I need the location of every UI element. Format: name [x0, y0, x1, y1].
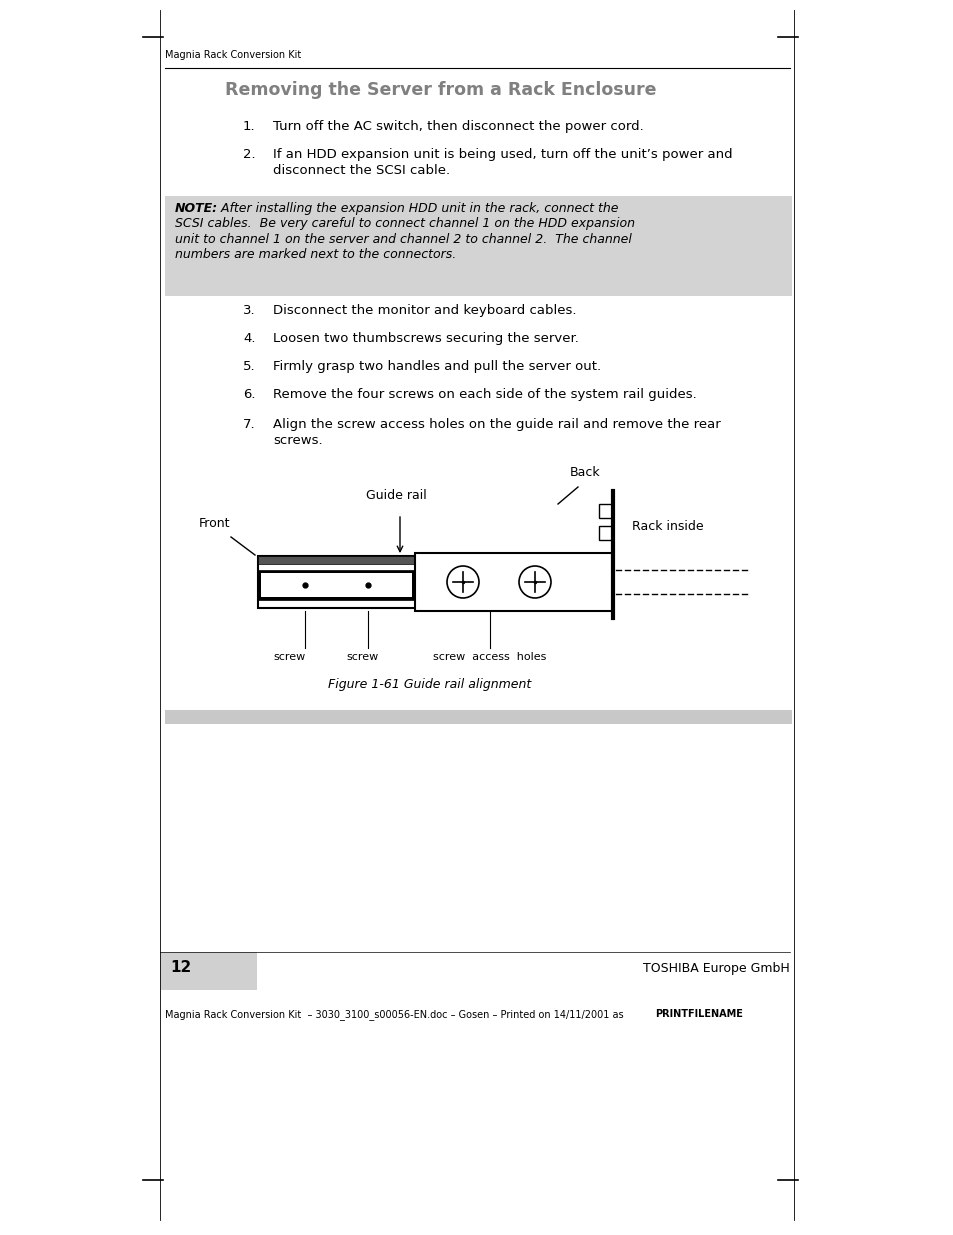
Text: Magnia Rack Conversion Kit  – 3030_3100_s00056-EN.doc – Gosen – Printed on 14/11: Magnia Rack Conversion Kit – 3030_3100_s… — [165, 1009, 626, 1020]
Text: 3.: 3. — [243, 304, 255, 317]
Text: PRINTFILENAME: PRINTFILENAME — [655, 1009, 742, 1019]
Text: Figure 1-61 Guide rail alignment: Figure 1-61 Guide rail alignment — [328, 678, 531, 692]
Bar — [257, 571, 415, 600]
Text: 5.: 5. — [243, 359, 255, 373]
Text: Back: Back — [569, 466, 600, 479]
Text: If an HDD expansion unit is being used, turn off the unit’s power and: If an HDD expansion unit is being used, … — [273, 148, 732, 161]
Text: screw: screw — [274, 652, 306, 662]
Bar — [261, 573, 412, 597]
Text: 6.: 6. — [243, 388, 255, 401]
Text: Firmly grasp two handles and pull the server out.: Firmly grasp two handles and pull the se… — [273, 359, 600, 373]
Text: 1.: 1. — [243, 120, 255, 133]
Text: screws.: screws. — [273, 433, 322, 447]
Bar — [415, 553, 613, 611]
Text: Disconnect the monitor and keyboard cables.: Disconnect the monitor and keyboard cabl… — [273, 304, 576, 317]
Text: 2.: 2. — [243, 148, 255, 161]
Text: 12: 12 — [170, 960, 191, 974]
Bar — [165, 710, 791, 724]
Text: Magnia Rack Conversion Kit: Magnia Rack Conversion Kit — [165, 49, 301, 61]
Text: 4.: 4. — [243, 332, 255, 345]
Text: TOSHIBA Europe GmbH: TOSHIBA Europe GmbH — [642, 962, 789, 974]
Text: Turn off the AC switch, then disconnect the power cord.: Turn off the AC switch, then disconnect … — [273, 120, 643, 133]
Text: Align the screw access holes on the guide rail and remove the rear: Align the screw access holes on the guid… — [273, 417, 720, 431]
Bar — [598, 526, 613, 540]
Text: After installing the expansion HDD unit in the rack, connect the: After installing the expansion HDD unit … — [213, 203, 618, 215]
Bar — [598, 504, 613, 517]
Bar — [160, 952, 256, 990]
Bar — [257, 556, 613, 608]
Text: 7.: 7. — [243, 417, 255, 431]
Text: SCSI cables.  Be very careful to connect channel 1 on the HDD expansion: SCSI cables. Be very careful to connect … — [174, 217, 635, 231]
Text: Loosen two thumbscrews securing the server.: Loosen two thumbscrews securing the serv… — [273, 332, 578, 345]
Bar — [257, 556, 613, 564]
Text: screw: screw — [347, 652, 378, 662]
Text: Front: Front — [199, 517, 231, 530]
Text: NOTE:: NOTE: — [174, 203, 218, 215]
Text: Guide rail: Guide rail — [366, 489, 426, 501]
Text: Remove the four screws on each side of the system rail guides.: Remove the four screws on each side of t… — [273, 388, 696, 401]
Text: Rack inside: Rack inside — [631, 520, 703, 534]
Bar — [165, 196, 791, 296]
Text: disconnect the SCSI cable.: disconnect the SCSI cable. — [273, 164, 450, 177]
Text: Removing the Server from a Rack Enclosure: Removing the Server from a Rack Enclosur… — [225, 82, 656, 99]
Text: numbers are marked next to the connectors.: numbers are marked next to the connector… — [174, 248, 456, 262]
Text: screw  access  holes: screw access holes — [433, 652, 546, 662]
Text: unit to channel 1 on the server and channel 2 to channel 2.  The channel: unit to channel 1 on the server and chan… — [174, 233, 631, 246]
